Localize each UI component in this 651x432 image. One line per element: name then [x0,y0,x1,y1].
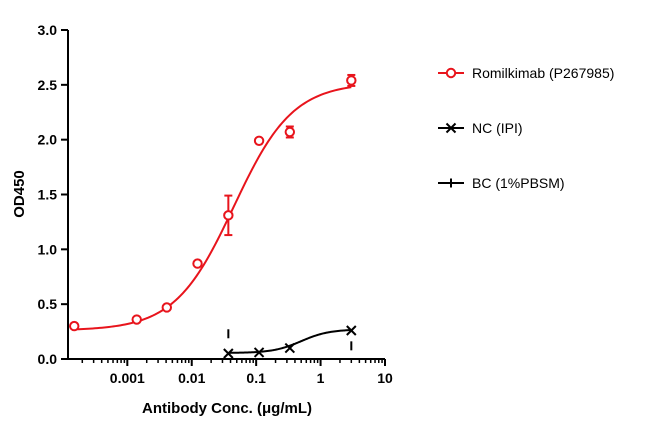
data-point [346,75,357,86]
y-axis-title: OD450 [11,170,28,218]
x-tick-label: 0.01 [178,370,205,386]
data-point [284,126,296,138]
data-point [284,342,296,354]
data-point [253,347,265,358]
axes [67,30,385,360]
x-marker-stroke [223,348,234,359]
x-marker-stroke [346,325,357,336]
y-tick-label: 1.0 [38,241,58,257]
legend-marker [445,67,457,79]
data-points [69,73,357,359]
data-point [131,314,142,325]
legend-marker [445,122,457,134]
x-marker-stroke [445,122,457,134]
y-tick-label: 0.5 [38,296,58,312]
y-tick-label: 0.0 [38,351,58,367]
fit-curves [74,86,352,354]
y-tick-label: 1.5 [38,187,58,203]
data-point [192,258,203,269]
fit-curve [74,86,352,331]
y-tick-label: 2.0 [38,132,58,148]
legend-label: BC (1%PBSM) [472,175,565,191]
data-point [346,325,357,336]
x-marker-stroke [253,347,265,358]
fit-curve [228,329,352,354]
x-axis-title: Antibody Conc. (μg/mL) [142,400,312,417]
y-tick-label: 2.5 [38,77,58,93]
legend-item: Romilkimab (P267985) [438,65,614,81]
data-point [253,135,265,146]
x-tick-label: 0.001 [110,370,145,386]
x-marker-stroke [284,342,296,354]
data-point [161,302,172,313]
ticks: 0.0 0.5 1.0 1.5 2.0 2.5 3.0 0.001 0.01 0.1 1 10 [38,22,393,386]
x-tick-label: 10 [377,370,393,386]
y-tick-label: 3.0 [38,22,58,38]
x-tick-label: 1 [317,370,325,386]
data-point [223,348,234,359]
x-tick-label: 0.1 [246,370,266,386]
legend-item: BC (1%PBSM) [438,175,565,191]
legend-item: NC (IPI) [438,120,523,136]
data-point [69,320,80,332]
legend-label: Romilkimab (P267985) [472,65,614,81]
legend-label: NC (IPI) [472,120,523,136]
data-point [223,210,234,221]
legend: Romilkimab (P267985) NC (IPI) BC (1%PBSM) [438,65,614,191]
